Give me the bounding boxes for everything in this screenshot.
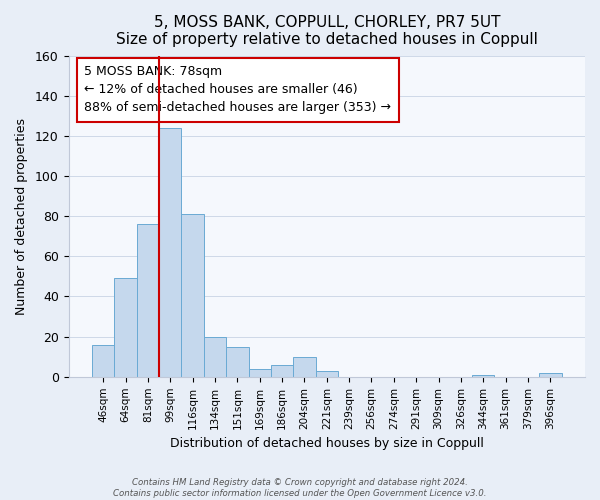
Bar (271, 365, 293, 377)
Text: Contains HM Land Registry data © Crown copyright and database right 2024.
Contai: Contains HM Land Registry data © Crown c… (113, 478, 487, 498)
Title: 5, MOSS BANK, COPPULL, CHORLEY, PR7 5UT
Size of property relative to detached ho: 5, MOSS BANK, COPPULL, CHORLEY, PR7 5UT … (116, 15, 538, 48)
Bar (115, 278, 137, 377)
Bar (181, 214, 204, 377)
Bar (204, 336, 226, 377)
X-axis label: Distribution of detached houses by size in Coppull: Distribution of detached houses by size … (170, 437, 484, 450)
Bar (248, 369, 271, 377)
Bar (137, 224, 159, 377)
Bar (539, 373, 562, 377)
Bar (159, 128, 181, 377)
Bar (92, 344, 115, 377)
Bar (293, 356, 316, 377)
Bar (226, 346, 248, 377)
Bar (472, 375, 494, 377)
Text: 5 MOSS BANK: 78sqm
← 12% of detached houses are smaller (46)
88% of semi-detache: 5 MOSS BANK: 78sqm ← 12% of detached hou… (84, 65, 391, 114)
Bar (316, 371, 338, 377)
Y-axis label: Number of detached properties: Number of detached properties (15, 118, 28, 314)
